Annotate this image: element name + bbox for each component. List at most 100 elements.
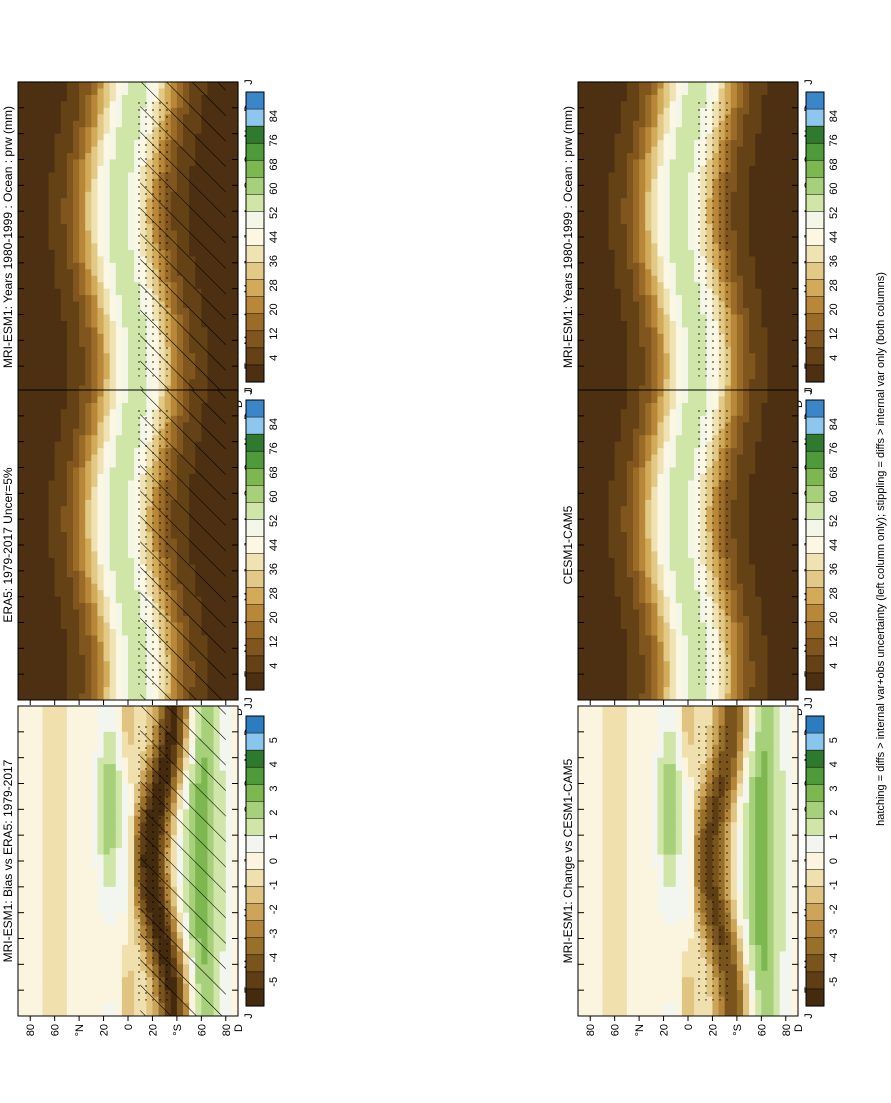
heatmap-cell <box>91 654 98 661</box>
heatmap-cell <box>786 372 793 379</box>
heatmap-cell <box>676 133 683 140</box>
heatmap-cell <box>79 680 86 687</box>
heatmap-cell <box>737 191 744 198</box>
heatmap-cell <box>700 378 707 385</box>
heatmap-cell <box>91 641 98 648</box>
heatmap-cell <box>73 544 80 551</box>
heatmap-cell <box>682 217 689 224</box>
heatmap-cell <box>578 295 585 302</box>
heatmap-cell <box>664 198 671 205</box>
heatmap-cell <box>55 544 62 551</box>
heatmap-cell <box>24 204 31 211</box>
heatmap-cell <box>670 159 677 166</box>
heatmap-cell <box>85 366 92 373</box>
heatmap-cell <box>24 256 31 263</box>
heatmap-cell <box>42 88 49 95</box>
heatmap-cell <box>651 346 658 353</box>
heatmap-cell <box>73 211 80 218</box>
colorbar-swatch <box>806 348 824 365</box>
heatmap-cell <box>18 615 25 622</box>
heatmap-cell <box>79 159 86 166</box>
heatmap-cell <box>97 320 104 327</box>
heatmap-cell <box>615 282 622 289</box>
heatmap-cell <box>97 583 104 590</box>
heatmap-cell <box>67 269 74 276</box>
heatmap-cell <box>627 295 634 302</box>
heatmap-cell <box>749 211 756 218</box>
heatmap-cell <box>743 256 750 263</box>
heatmap-cell <box>61 378 68 385</box>
heatmap-cell <box>49 378 56 385</box>
heatmap-cell <box>42 217 49 224</box>
heatmap-cell <box>49 288 56 295</box>
heatmap-cell <box>651 353 658 360</box>
heatmap-cell <box>110 159 117 166</box>
heatmap-cell <box>91 609 98 616</box>
heatmap-cell <box>110 512 117 519</box>
heatmap-cell <box>633 353 640 360</box>
heatmap-cell <box>110 301 117 308</box>
heatmap-cell <box>61 603 68 610</box>
heatmap-cell <box>128 307 135 314</box>
heatmap-cell <box>36 512 43 519</box>
heatmap-cell <box>780 204 787 211</box>
heatmap-cell <box>786 159 793 166</box>
heatmap-cell <box>49 211 56 218</box>
heatmap-cell <box>755 249 762 256</box>
heatmap-cell <box>688 101 695 108</box>
heatmap-cell <box>786 114 793 121</box>
heatmap-cell <box>128 473 135 480</box>
heatmap-cell <box>627 282 634 289</box>
heatmap-cell <box>49 615 56 622</box>
heatmap-cell <box>79 615 86 622</box>
heatmap-cell <box>67 198 74 205</box>
heatmap-cell <box>30 320 37 327</box>
heatmap-cell <box>91 622 98 629</box>
heatmap-cell <box>609 159 616 166</box>
heatmap-cell <box>67 493 74 500</box>
heatmap-cell <box>761 101 768 108</box>
heatmap-cell <box>633 346 640 353</box>
heatmap-cell <box>639 275 646 282</box>
heatmap-cell <box>61 493 68 500</box>
heatmap-cell <box>755 282 762 289</box>
heatmap-cell <box>584 340 591 347</box>
heatmap-cell <box>602 269 609 276</box>
colorbar-swatch <box>246 143 264 160</box>
heatmap-cell <box>645 140 652 147</box>
heatmap-cell <box>737 346 744 353</box>
heatmap-cell <box>61 204 68 211</box>
heatmap-cell <box>97 314 104 321</box>
heatmap-cell <box>602 288 609 295</box>
heatmap-cell <box>761 333 768 340</box>
heatmap-cell <box>128 204 135 211</box>
colorbar-swatch <box>246 263 264 280</box>
heatmap-cell <box>633 243 640 250</box>
heatmap-cell <box>584 359 591 366</box>
heatmap-cell <box>85 340 92 347</box>
heatmap-cell <box>104 127 111 134</box>
heatmap-cell <box>79 557 86 564</box>
heatmap-cell <box>615 211 622 218</box>
heatmap-cell <box>55 249 62 256</box>
heatmap-cell <box>36 557 43 564</box>
heatmap-cell <box>49 133 56 140</box>
heatmap-cell <box>615 198 622 205</box>
heatmap-cell <box>627 236 634 243</box>
heatmap-cell <box>633 372 640 379</box>
heatmap-cell <box>61 159 68 166</box>
heatmap-cell <box>91 467 98 474</box>
heatmap-cell <box>67 667 74 674</box>
heatmap-cell <box>761 191 768 198</box>
heatmap-cell <box>602 236 609 243</box>
heatmap-cell <box>676 101 683 108</box>
heatmap-cell <box>584 378 591 385</box>
heatmap-cell <box>737 101 744 108</box>
heatmap-cell <box>615 346 622 353</box>
heatmap-cell <box>627 256 634 263</box>
heatmap-cell <box>61 622 68 629</box>
heatmap-cell <box>615 340 622 347</box>
heatmap-cell <box>36 114 43 121</box>
heatmap-cell <box>36 198 43 205</box>
heatmap-cell <box>767 256 774 263</box>
